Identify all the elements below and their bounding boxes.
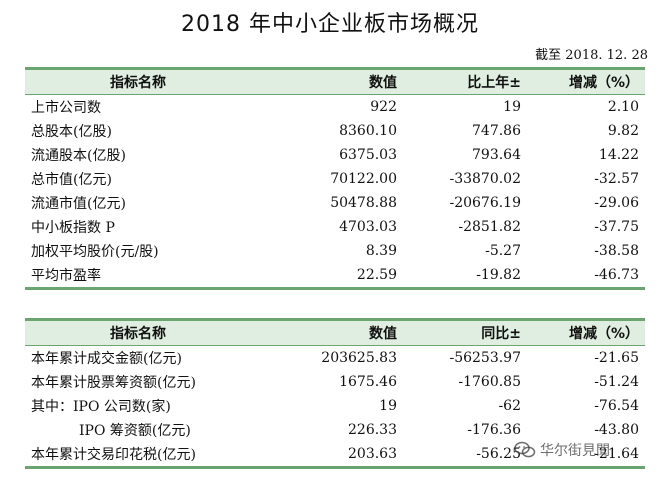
table-row: 本年累计股票筹资额(亿元) 1675.46 -1760.85 -51.24 — [25, 370, 645, 394]
indicator-value: 1675.46 — [339, 374, 397, 390]
indicator-percent: -21.64 — [594, 446, 639, 462]
indicator-name: 流通股本(亿股) — [31, 148, 126, 164]
indicator-value: 203.63 — [348, 446, 397, 462]
indicator-name: 其中：IPO 公司数(家) — [31, 399, 171, 415]
as-of-date: 截至 2018. 12. 28 — [535, 48, 648, 63]
indicator-change: -62 — [498, 398, 521, 414]
indicator-change: -2851.82 — [458, 219, 521, 235]
indicator-percent: -21.65 — [594, 350, 639, 366]
indicator-name: 加权平均股价(元/股) — [31, 244, 159, 260]
indicator-value: 22.59 — [356, 267, 397, 283]
indicator-percent: -43.80 — [594, 422, 639, 438]
indicator-name: 本年累计交易印花税(亿元) — [31, 447, 196, 463]
indicator-change: -56253.97 — [449, 350, 521, 366]
header-percent: 增减（%） — [568, 75, 639, 91]
indicator-name: 流通市值(亿元) — [31, 196, 126, 212]
indicator-value: 50478.88 — [330, 195, 397, 211]
indicator-percent: -76.54 — [594, 398, 639, 414]
wechat-icon — [514, 441, 536, 459]
page-title: 2018 年中小企业板市场概况 — [181, 12, 479, 37]
table-row: IPO 筹资额(亿元) 226.33 -176.36 -43.80 — [25, 418, 645, 442]
indicator-change: 19 — [503, 99, 521, 115]
header-indicator: 指标名称 — [110, 326, 166, 342]
indicator-value: 70122.00 — [330, 171, 397, 187]
indicator-value: 8360.10 — [339, 123, 397, 139]
indicator-name: IPO 筹资额(亿元) — [79, 423, 191, 439]
indicator-value: 8.39 — [365, 243, 397, 259]
indicator-percent: 14.22 — [598, 147, 639, 163]
indicator-value: 4703.03 — [339, 219, 397, 235]
indicator-percent: -32.57 — [594, 171, 639, 187]
table-row: 总市值(亿元) 70122.00 -33870.02 -32.57 — [25, 167, 645, 191]
header-change: 比上年± — [467, 75, 521, 91]
indicator-name: 本年累计股票筹资额(亿元) — [31, 375, 196, 391]
indicator-name: 上市公司数 — [31, 100, 101, 116]
watermark: 华尔街見聞 — [514, 440, 610, 460]
table-row: 流通市值(亿元) 50478.88 -20676.19 -29.06 — [25, 191, 645, 215]
trading-financing-table: 指标名称 数值 同比± 增减（%） 本年累计成交金额(亿元) 203625.83… — [25, 318, 645, 469]
indicator-change: -20676.19 — [449, 195, 521, 211]
indicator-change: 747.86 — [472, 123, 521, 139]
indicator-percent: -51.24 — [594, 374, 639, 390]
indicator-name: 中小板指数 P — [31, 220, 115, 236]
table-row: 加权平均股价(元/股) 8.39 -5.27 -38.58 — [25, 239, 645, 263]
table-row: 平均市盈率 22.59 -19.82 -46.73 — [25, 263, 645, 289]
indicator-percent: -46.73 — [594, 267, 639, 283]
indicator-change: -19.82 — [476, 267, 521, 283]
indicator-value: 226.33 — [348, 422, 397, 438]
market-overview-table: 指标名称 数值 比上年± 增减（%） 上市公司数 922 19 2.10 总股本… — [25, 67, 645, 290]
header-percent: 增减（%） — [568, 326, 639, 342]
table-header-row: 指标名称 数值 比上年± 增减（%） — [25, 68, 645, 95]
indicator-name: 总市值(亿元) — [31, 172, 112, 188]
indicator-change: 793.64 — [472, 147, 521, 163]
table-row: 上市公司数 922 19 2.10 — [25, 95, 645, 120]
indicator-name: 本年累计成交金额(亿元) — [31, 351, 182, 367]
table-row: 流通股本(亿股) 6375.03 793.64 14.22 — [25, 143, 645, 167]
indicator-change: -56.25 — [476, 446, 521, 462]
indicator-change: -33870.02 — [449, 171, 521, 187]
indicator-name: 总股本(亿股) — [31, 124, 112, 140]
table-row: 其中：IPO 公司数(家) 19 -62 -76.54 — [25, 394, 645, 418]
watermark-text: 华尔街見聞 — [540, 443, 610, 459]
header-indicator: 指标名称 — [110, 75, 166, 91]
table-header-row: 指标名称 数值 同比± 增减（%） — [25, 319, 645, 346]
indicator-value: 203625.83 — [321, 350, 397, 366]
indicator-name: 平均市盈率 — [31, 268, 101, 284]
indicator-percent: -38.58 — [594, 243, 639, 259]
indicator-value: 922 — [370, 99, 397, 115]
indicator-value: 19 — [379, 398, 397, 414]
table-row: 中小板指数 P 4703.03 -2851.82 -37.75 — [25, 215, 645, 239]
table-row: 本年累计交易印花税(亿元) 203.63 -56.25 -21.64 — [25, 442, 645, 468]
indicator-percent: -29.06 — [594, 195, 639, 211]
indicator-percent: -37.75 — [594, 219, 639, 235]
header-yoy-change: 同比± — [481, 326, 521, 342]
table-row: 总股本(亿股) 8360.10 747.86 9.82 — [25, 119, 645, 143]
indicator-percent: 9.82 — [607, 123, 639, 139]
header-value: 数值 — [369, 75, 397, 91]
indicator-change: -176.36 — [467, 422, 521, 438]
indicator-value: 6375.03 — [339, 147, 397, 163]
indicator-percent: 2.10 — [607, 99, 639, 115]
header-value: 数值 — [369, 326, 397, 342]
indicator-change: -1760.85 — [458, 374, 521, 390]
indicator-change: -5.27 — [485, 243, 521, 259]
table-row: 本年累计成交金额(亿元) 203625.83 -56253.97 -21.65 — [25, 346, 645, 371]
